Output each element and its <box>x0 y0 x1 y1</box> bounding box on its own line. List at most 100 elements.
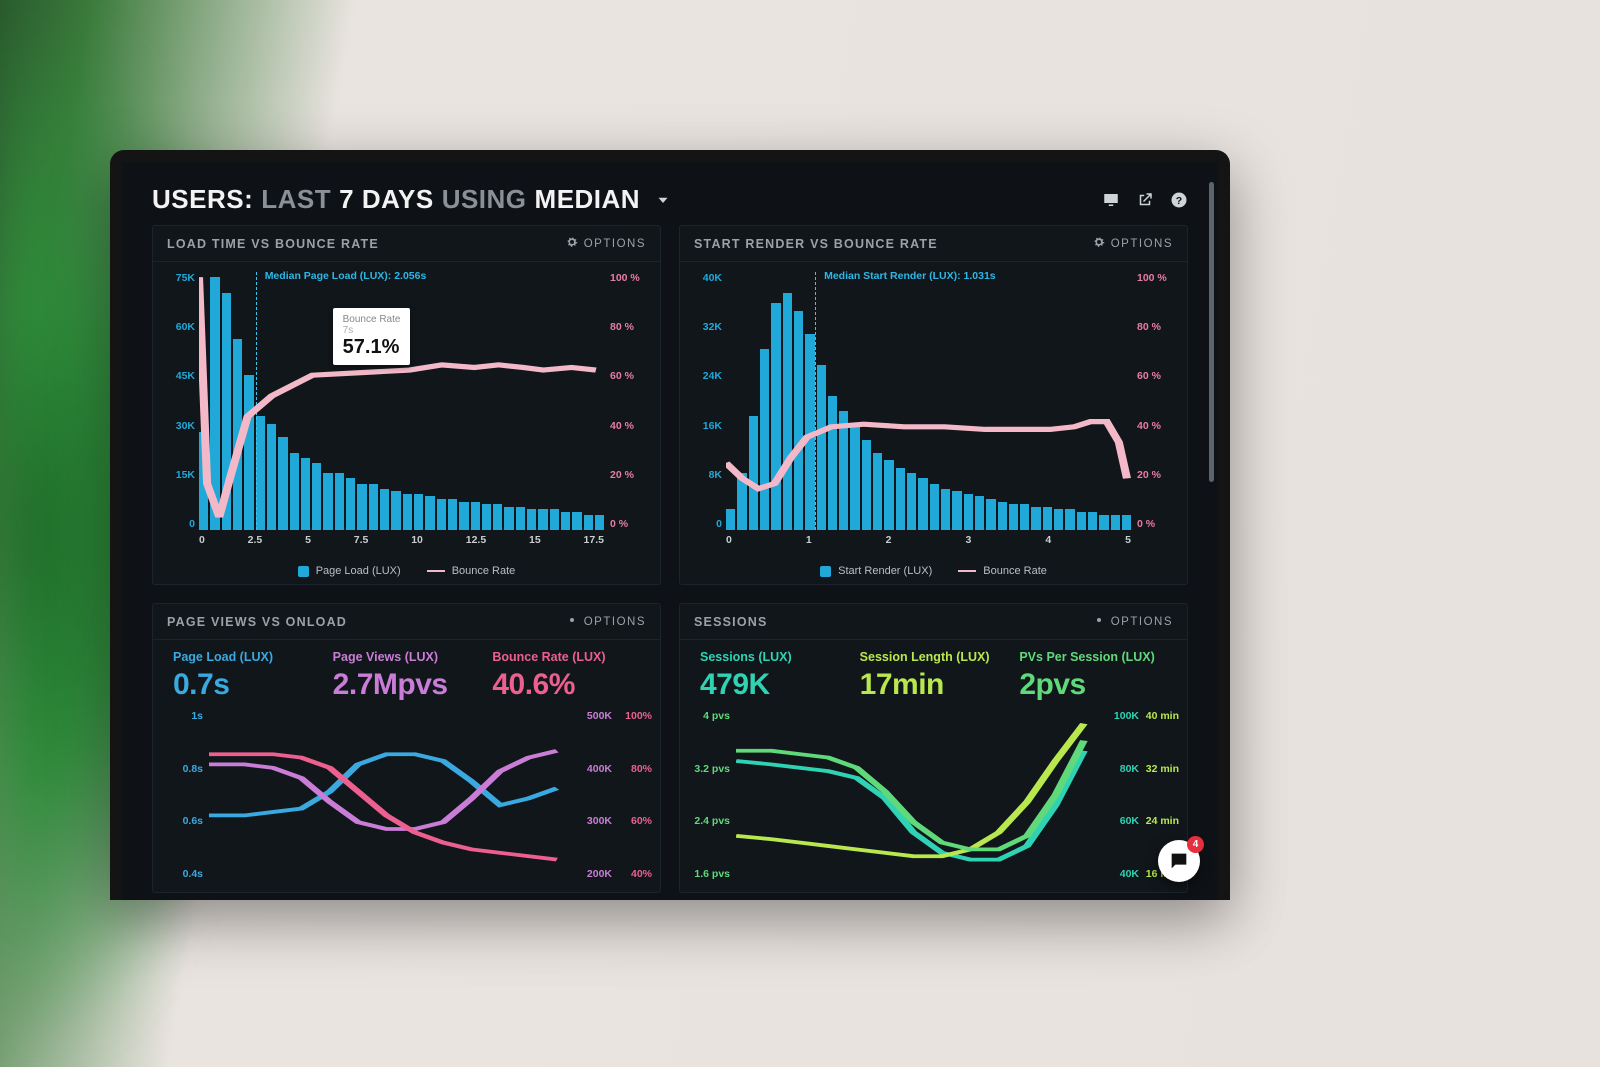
axis-tick: 20 % <box>1137 469 1179 481</box>
scrollbar[interactable] <box>1209 182 1214 482</box>
axis-tick: 15 <box>529 534 541 550</box>
panel-start-render-vs-bounce: START RENDER VS BOUNCE RATE OPTIONS 40K 3… <box>679 225 1188 585</box>
axis-tick: 1 <box>806 534 812 550</box>
legend-label: Page Load (LUX) <box>316 565 401 577</box>
axis-tick: 100% <box>608 710 652 722</box>
chart-tooltip: Bounce Rate 7s 57.1% <box>333 308 411 365</box>
panel-options-button[interactable]: OPTIONS <box>566 236 646 251</box>
dashboard-grid: LOAD TIME VS BOUNCE RATE OPTIONS 75K 60K 4… <box>122 225 1218 893</box>
axis-tick: 0 <box>161 518 195 530</box>
axis-tick: 75K <box>161 272 195 284</box>
y-axis-left: 4 pvs3.2 pvs2.4 pvs1.6 pvs <box>690 710 730 880</box>
gear-icon <box>566 614 578 629</box>
legend-label: Start Render (LUX) <box>838 565 932 577</box>
chevron-down-icon <box>654 191 672 209</box>
axis-tick: 8K <box>688 469 722 481</box>
axis-tick: 20 % <box>610 469 652 481</box>
axis-tick: 32K <box>688 321 722 333</box>
kpi: PVs Per Session (LUX) 2pvs <box>1013 650 1173 702</box>
panel-header: START RENDER VS BOUNCE RATE OPTIONS <box>680 226 1187 262</box>
kpi: Page Views (LUX)2.7Mpvs <box>327 650 487 702</box>
kpi: Bounce Rate (LUX)40.6% <box>486 650 646 702</box>
gear-icon <box>1093 236 1105 251</box>
axis-tick: 4 <box>1045 534 1051 550</box>
axis-tick: 1.6 pvs <box>690 868 730 880</box>
axis-tick: 45K <box>161 370 195 382</box>
legend-item-line: Bounce Rate <box>958 565 1047 577</box>
axis-tick: 200K <box>572 868 612 880</box>
axis-tick: 400K <box>572 763 612 775</box>
kpi-label: Page Load (LUX) <box>173 650 321 664</box>
legend-item-bars: Start Render (LUX) <box>820 565 932 577</box>
tooltip-sub: 7s <box>343 325 401 336</box>
chart-legend: Page Load (LUX) Bounce Rate <box>153 560 660 582</box>
title-bold-1: 7 DAYS <box>339 184 434 215</box>
panel-load-time-vs-bounce: LOAD TIME VS BOUNCE RATE OPTIONS 75K60K4… <box>152 225 661 585</box>
share-icon[interactable] <box>1136 191 1154 209</box>
svg-text:?: ? <box>1176 194 1182 206</box>
panel-options-button[interactable]: OPTIONS <box>566 614 646 629</box>
chat-button[interactable]: 4 <box>1158 840 1200 882</box>
axis-tick: 0.8s <box>163 763 203 775</box>
axis-tick: 60K <box>1099 815 1139 827</box>
kpi: Sessions (LUX)479K <box>694 650 854 702</box>
y-axis-right-1: 500K400K300K200K <box>572 710 612 880</box>
axis-tick: 4 pvs <box>690 710 730 722</box>
help-icon[interactable]: ? <box>1170 191 1188 209</box>
kpi-label: PVs Per Session (LUX) <box>1019 650 1167 664</box>
legend-item-line: Bounce Rate <box>427 565 516 577</box>
page-title-dropdown[interactable]: USERS: LAST 7 DAYS USING MEDIAN <box>152 184 672 215</box>
axis-tick: 32 min <box>1135 763 1179 775</box>
axis-tick: 0 <box>688 518 722 530</box>
axis-tick: 80 % <box>1137 321 1179 333</box>
x-axis: 02.557.51012.51517.5 <box>199 534 604 550</box>
combo-chart-1: 75K60K45K30K15K0 100 %80 %60 %40 %20 %0 … <box>153 262 660 560</box>
panel-title: START RENDER VS BOUNCE RATE <box>694 237 938 251</box>
axis-tick: 40K <box>688 272 722 284</box>
kpi-value: 0.7s <box>173 668 321 702</box>
legend-swatch-bar <box>820 566 831 577</box>
axis-tick: 100K <box>1099 710 1139 722</box>
combo-chart-2: 40K 32K 24K 16K 8K 0 100 %80 %60 %40 %20 %0 %… <box>680 262 1187 560</box>
title-dim-1: LAST <box>261 184 331 215</box>
mini-chart: 1s0.8s0.6s0.4s 500K400K300K200K 100%80%6… <box>167 710 646 880</box>
plot-area <box>209 710 564 880</box>
legend-item-bars: Page Load (LUX) <box>298 565 401 577</box>
panel-options-button[interactable]: OPTIONS <box>1093 236 1173 251</box>
kpi-value: 17min <box>860 668 1008 702</box>
axis-tick: 24K <box>688 370 722 382</box>
header-actions: ? <box>1102 191 1188 209</box>
axis-tick: 2.5 <box>248 534 263 550</box>
axis-tick: 80K <box>1099 763 1139 775</box>
y-axis-right: 100 %80 %60 %40 %20 %0 % <box>1137 272 1179 530</box>
x-axis: 012345 <box>726 534 1131 550</box>
options-label: OPTIONS <box>1111 238 1173 250</box>
options-label: OPTIONS <box>584 238 646 250</box>
legend-swatch-line <box>958 570 976 572</box>
notification-badge: 4 <box>1187 836 1204 853</box>
axis-tick: 80 % <box>610 321 652 333</box>
legend-swatch-line <box>427 570 445 572</box>
y-axis-left: 1s0.8s0.6s0.4s <box>163 710 203 880</box>
dashboard-screen: USERS: LAST 7 DAYS USING MEDIAN ? LOAD T… <box>122 162 1218 900</box>
panel-title: LOAD TIME VS BOUNCE RATE <box>167 237 379 251</box>
axis-tick: 30K <box>161 420 195 432</box>
kpi-value: 2pvs <box>1019 668 1167 702</box>
monitor-icon[interactable] <box>1102 191 1120 209</box>
panel-options-button[interactable]: OPTIONS <box>1093 614 1173 629</box>
gear-icon <box>566 236 578 251</box>
axis-tick: 5 <box>305 534 311 550</box>
plot-area: Median Start Render (LUX): 1.031s <box>726 272 1131 530</box>
axis-tick: 16K <box>688 420 722 432</box>
y-axis-right-1: 100K80K60K40K <box>1099 710 1139 880</box>
kpi-label: Page Views (LUX) <box>333 650 481 664</box>
axis-tick: 40 min <box>1135 710 1179 722</box>
kpi-label: Session Length (LUX) <box>860 650 1008 664</box>
axis-tick: 2.4 pvs <box>690 815 730 827</box>
title-prefix: USERS: <box>152 184 253 215</box>
legend-label: Bounce Rate <box>452 565 516 577</box>
plot-area: Median Page Load (LUX): 2.056s Bounce Ra… <box>199 272 604 530</box>
laptop-frame: USERS: LAST 7 DAYS USING MEDIAN ? LOAD T… <box>110 150 1230 900</box>
y-axis-left: 75K60K45K30K15K0 <box>161 272 195 530</box>
kpi: Page Load (LUX) 0.7s <box>167 650 327 702</box>
